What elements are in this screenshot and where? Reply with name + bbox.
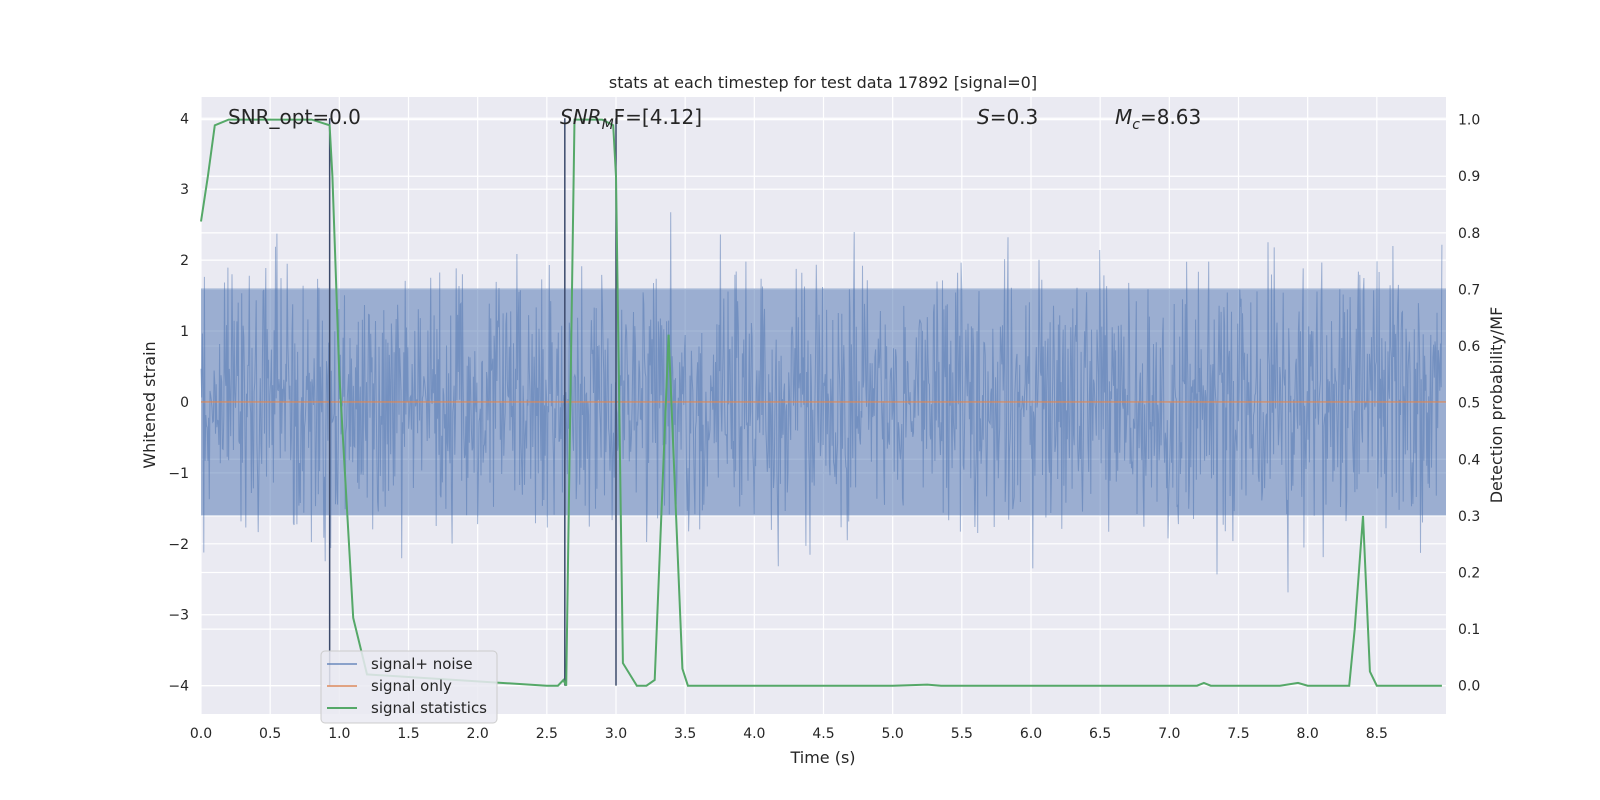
- x-tick-6: 3.0: [605, 726, 627, 742]
- y-right-tick-2: 0.8: [1458, 226, 1480, 242]
- x-tick-10: 5.0: [882, 726, 904, 742]
- x-tick-14: 7.0: [1158, 726, 1180, 742]
- y-right-tick-0: 1.0: [1458, 113, 1480, 129]
- x-tick-4: 2.0: [467, 726, 489, 742]
- y-left-tick-labels: 4 3 2 1 0 −1 −2 −3 −4: [168, 111, 189, 694]
- x-tick-17: 8.5: [1366, 726, 1388, 742]
- y-left-tick-5: −1: [168, 466, 189, 482]
- y-left-tick-2: 2: [180, 253, 189, 269]
- snr-mf-subscript: M: [602, 117, 614, 133]
- x-tick-16: 8.0: [1297, 726, 1319, 742]
- legend-label-signal-only: signal only: [371, 677, 452, 695]
- x-tick-12: 6.0: [1020, 726, 1042, 742]
- y-right-tick-9: 0.1: [1458, 622, 1480, 638]
- y-left-axis-label: Whitened strain: [140, 341, 159, 468]
- snr-mf-symbol: SNR: [560, 105, 602, 129]
- y-right-axis-label: Detection probability/MF: [1487, 307, 1506, 504]
- legend-label-signal-noise: signal+ noise: [371, 655, 473, 673]
- y-left-tick-1: 3: [180, 182, 189, 198]
- strain-trace: [200, 212, 1443, 593]
- snr-mf-value: F=[4.12]: [614, 105, 702, 129]
- y-left-tick-0: 4: [180, 111, 189, 127]
- y-right-tick-8: 0.2: [1458, 565, 1480, 581]
- y-right-tick-4: 0.6: [1458, 339, 1480, 355]
- y-left-tick-3: 1: [180, 324, 189, 340]
- y-left-tick-7: −3: [168, 608, 189, 624]
- chart-title: stats at each timestep for test data 178…: [609, 73, 1037, 92]
- x-tick-1: 0.5: [259, 726, 281, 742]
- x-tick-9: 4.5: [812, 726, 834, 742]
- s-symbol: S: [977, 105, 990, 129]
- s-value: =0.3: [990, 105, 1039, 129]
- x-tick-3: 1.5: [397, 726, 419, 742]
- legend-label-signal-statistics: signal statistics: [371, 699, 487, 717]
- x-tick-13: 6.5: [1089, 726, 1111, 742]
- mc-value: =8.63: [1140, 105, 1201, 129]
- x-axis-label: Time (s): [789, 748, 855, 767]
- x-tick-5: 2.5: [536, 726, 558, 742]
- y-right-tick-5: 0.5: [1458, 396, 1480, 412]
- y-right-tick-10: 0.0: [1458, 679, 1480, 695]
- y-left-tick-6: −2: [168, 537, 189, 553]
- y-right-tick-6: 0.4: [1458, 452, 1480, 468]
- x-tick-2: 1.0: [328, 726, 350, 742]
- x-tick-15: 7.5: [1227, 726, 1249, 742]
- annotation-s: S=0.3: [977, 105, 1038, 129]
- x-tick-8: 4.0: [743, 726, 765, 742]
- y-left-tick-8: −4: [168, 679, 189, 695]
- legend-box: [320, 650, 498, 724]
- x-tick-0: 0.0: [190, 726, 212, 742]
- y-right-tick-labels: 1.0 0.9 0.8 0.7 0.6 0.5 0.4 0.3 0.2 0.1 0.0: [1458, 113, 1480, 695]
- mc-subscript: c: [1132, 117, 1140, 133]
- x-tick-7: 3.5: [674, 726, 696, 742]
- annotation-mc: Mc=8.63: [1115, 105, 1201, 133]
- y-right-tick-7: 0.3: [1458, 509, 1480, 525]
- signal-statistics-line: [200, 118, 1442, 687]
- y-right-tick-1: 0.9: [1458, 169, 1480, 185]
- legend: signal+ noise signal only signal statist…: [320, 650, 498, 724]
- annotation-snr-mf: SNRMF=[4.12]: [560, 105, 702, 133]
- x-tick-11: 5.5: [951, 726, 973, 742]
- y-right-tick-3: 0.7: [1458, 282, 1480, 298]
- x-tick-labels: 0.0 0.5 1.0 1.5 2.0 2.5 3.0 3.5 4.0 4.5 5.0 5.5 6.0 6…: [190, 726, 1388, 742]
- y-left-tick-4: 0: [180, 395, 189, 411]
- mc-symbol: M: [1115, 105, 1132, 129]
- annotation-snr-opt: SNR_opt=0.0: [228, 105, 361, 129]
